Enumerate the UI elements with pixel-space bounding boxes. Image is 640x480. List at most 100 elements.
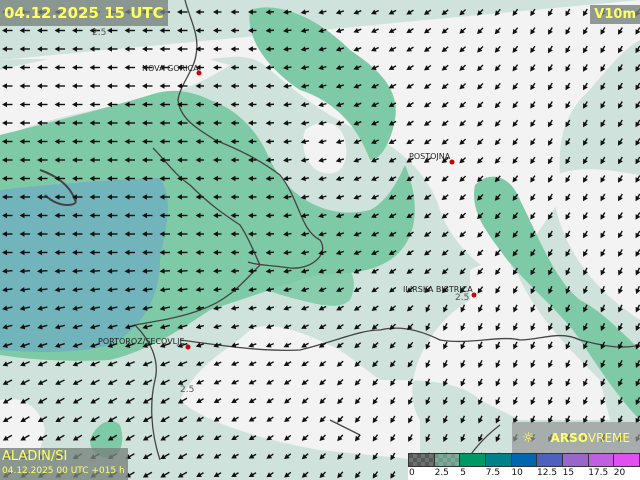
legend-label: 10 (511, 468, 523, 478)
wind-arrow-head (371, 139, 377, 144)
wind-arrow-head (196, 435, 202, 440)
wind-arrow-head (248, 138, 254, 145)
wind-arrow-head (513, 343, 518, 350)
wind-arrow-head (319, 454, 325, 460)
wind-arrow-head (177, 249, 183, 256)
wind-arrow-head (353, 305, 360, 311)
wind-arrow-head (565, 84, 571, 91)
wind-arrow-head (2, 435, 9, 441)
wind-arrow-head (335, 64, 342, 71)
wind-arrow-head (618, 399, 623, 405)
wind-arrow-head (230, 157, 236, 163)
wind-arrow-head (300, 120, 307, 126)
wind-arrow-head (230, 323, 237, 330)
wind-arrow-head (425, 306, 431, 313)
wind-arrow-head (248, 323, 254, 330)
wind-arrow-head (583, 158, 588, 165)
wind-arrow-head (142, 286, 148, 293)
legend-swatch (486, 454, 512, 466)
wind-arrow-head (388, 139, 395, 144)
wind-arrow-head (107, 175, 113, 182)
wind-arrow-head (318, 138, 324, 145)
wind-arrow-head (353, 249, 360, 256)
wind-arrow-head (335, 101, 342, 108)
wind-arrow-head (159, 231, 165, 237)
wind-arrow-head (2, 83, 8, 89)
wind-arrow-head (388, 65, 395, 70)
wind-arrow-head (494, 195, 501, 201)
wind-arrow-head (406, 213, 412, 219)
wind-arrow-head (318, 324, 325, 329)
wind-arrow-head (142, 472, 149, 478)
wind-arrow-head (371, 157, 377, 163)
legend-swatch (409, 454, 435, 466)
wind-arrow-head (477, 47, 483, 53)
wind-arrow-head (142, 138, 148, 145)
wind-arrow-head (408, 417, 413, 424)
wind-arrow-head (353, 138, 360, 145)
wind-arrow-head (177, 175, 183, 182)
wind-arrow-head (107, 64, 113, 71)
wind-arrow-head (159, 342, 166, 348)
wind-arrow-head (230, 101, 236, 108)
wind-arrow-head (494, 250, 501, 257)
wind-arrow-head (441, 9, 448, 16)
wind-arrow-head (478, 399, 483, 405)
wind-arrow-head (530, 288, 536, 294)
wind-arrow-head (406, 157, 412, 163)
wind-arrow-head (72, 286, 78, 293)
wind-arrow-head (37, 27, 43, 34)
zone-calm-pocket (303, 122, 347, 174)
wind-arrow-head (583, 84, 588, 91)
wind-arrow-head (582, 288, 589, 295)
wind-arrow-head (159, 101, 165, 108)
wind-arrow-head (177, 120, 183, 126)
wind-arrow-head (177, 83, 183, 89)
wind-arrow-head (213, 83, 219, 89)
wind-arrow-head (124, 175, 130, 182)
wind-arrow-head (495, 362, 501, 368)
wind-arrow-head (20, 435, 26, 441)
wind-arrow-head (635, 417, 640, 424)
wind-arrow-head (460, 380, 466, 387)
wind-arrow-head (107, 120, 113, 126)
wind-arrow-head (89, 46, 95, 52)
wind-arrow-head (423, 65, 430, 71)
wind-arrow-head (213, 453, 220, 459)
wind-arrow-head (72, 398, 79, 404)
wind-arrow-head (494, 84, 501, 90)
wind-arrow-head (548, 417, 553, 424)
wind-arrow-head (72, 46, 78, 52)
wind-arrow-head (300, 231, 307, 237)
wind-arrow-head (617, 288, 624, 295)
wind-arrow-head (424, 287, 430, 293)
wind-arrow-head (425, 343, 431, 350)
wind-arrow-head (142, 268, 148, 274)
wind-arrow-head (478, 436, 483, 442)
wind-arrow-head (124, 305, 131, 311)
wind-arrow-head (371, 250, 377, 255)
wind-arrow-head (353, 212, 360, 219)
wind-arrow-head (319, 417, 325, 423)
wind-arrow-head (159, 324, 166, 330)
wind-arrow-head (425, 325, 431, 331)
wind-arrow-head (371, 176, 377, 181)
wind-arrow-head (213, 435, 220, 440)
wind-arrow-head (54, 46, 60, 52)
wind-arrow-head (300, 175, 307, 182)
wind-arrow-head (283, 9, 289, 15)
wind-arrow-head (512, 232, 518, 238)
wind-arrow-head (618, 84, 623, 91)
wind-arrow-head (423, 176, 430, 182)
border-line (329, 419, 361, 436)
wind-arrow-head (459, 287, 466, 294)
wind-arrow-head (72, 342, 78, 348)
wind-arrow-head (424, 268, 430, 275)
wind-arrow-head (160, 417, 166, 422)
wind-arrow-head (635, 103, 640, 109)
legend-label: 7.5 (485, 468, 501, 478)
wind-arrow-head (196, 416, 202, 422)
wind-arrow-head (441, 231, 448, 238)
wind-arrow-head (124, 268, 130, 274)
